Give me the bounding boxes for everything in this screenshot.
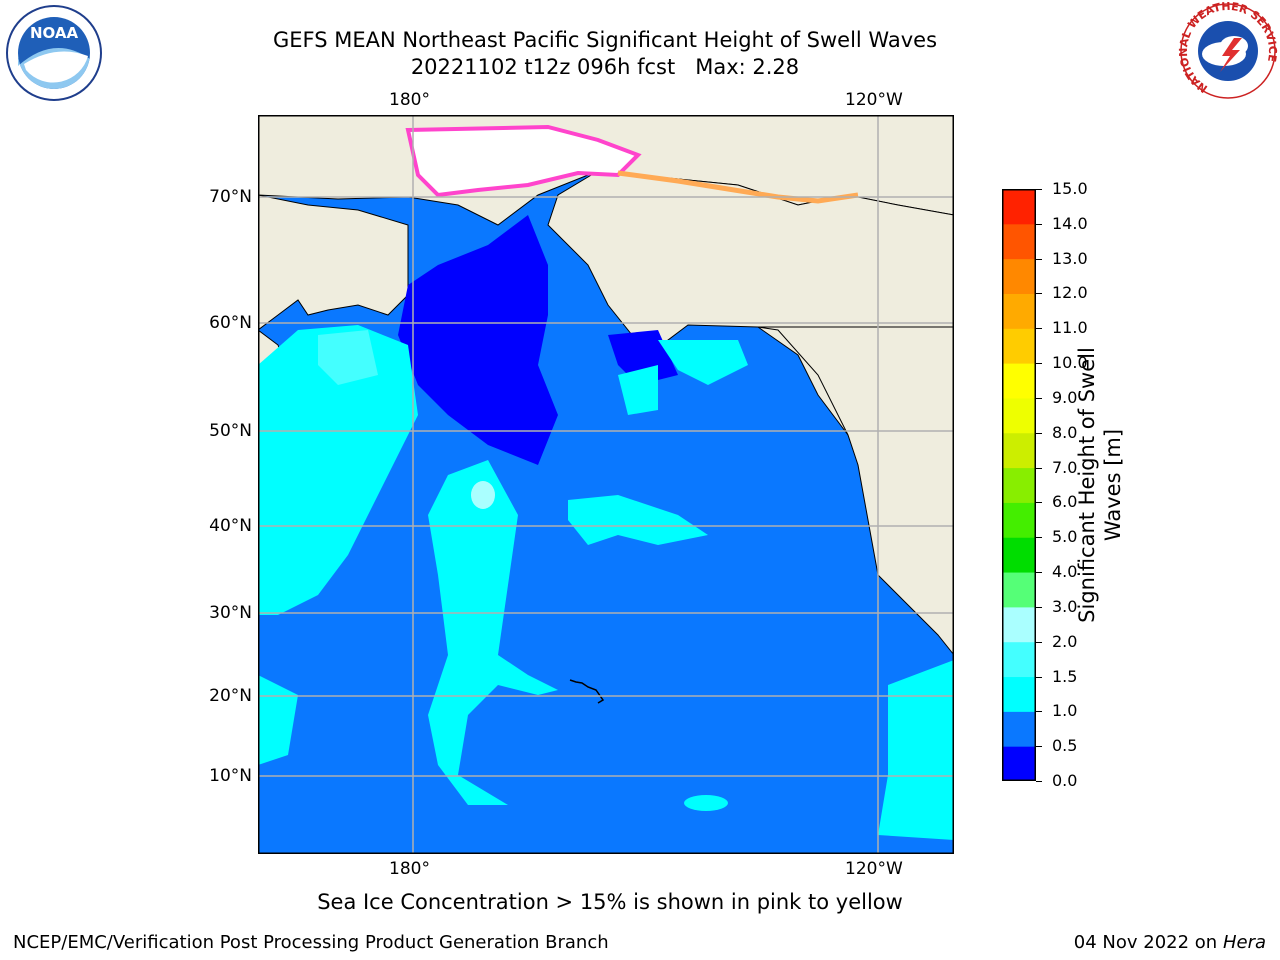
- west-high-swell: [258, 325, 418, 615]
- colorbar-tick-mark: [1036, 258, 1042, 260]
- colorbar-tick-label: 2.0: [1052, 631, 1078, 651]
- sea-ice-region: [405, 124, 642, 198]
- colorbar-tick-mark: [1036, 223, 1042, 225]
- colorbar-tick-mark: [1036, 189, 1042, 190]
- colorbar-tick-mark: [1036, 502, 1042, 504]
- noaa-logo: NOAA: [6, 5, 102, 101]
- colorbar-segment: [1002, 572, 1036, 608]
- colorbar-tick-mark: [1036, 676, 1042, 678]
- map-frame: [258, 115, 954, 854]
- west-higher-swell: [318, 330, 378, 385]
- colorbar-tick-label: 12.0: [1052, 283, 1088, 303]
- colorbar-tick-label: 9.0: [1052, 387, 1078, 407]
- colorbar-tick-mark: [1036, 606, 1042, 608]
- colorbar-segment: [1002, 606, 1036, 643]
- colorbar-tick-label: 7.0: [1052, 457, 1078, 477]
- colorbar-tick-mark: [1036, 467, 1042, 469]
- lon-label-bottom-180: 180°: [389, 859, 430, 879]
- colorbar-tick-label: 0.5: [1052, 736, 1078, 756]
- map-subtitle: 20221102 t12z 096h fcst Max: 2.28: [410, 55, 800, 79]
- colorbar-segment: [1002, 711, 1036, 747]
- small-high-swell: [684, 795, 728, 811]
- colorbar-tick-mark: [1036, 293, 1042, 295]
- footer-machine: Hera: [1222, 932, 1266, 953]
- colorbar: [1002, 189, 1036, 781]
- colorbar-tick-mark: [1036, 641, 1042, 643]
- colorbar-segment: [1002, 397, 1036, 434]
- colorbar-tick-label: 14.0: [1052, 213, 1088, 233]
- colorbar-tick-label: 10.0: [1052, 353, 1088, 373]
- colorbar-tick-mark: [1036, 572, 1042, 574]
- colorbar-tick-label: 13.0: [1052, 248, 1088, 268]
- colorbar-title-line1: Significant Height of Swell: [1075, 347, 1099, 623]
- colorbar-segment: [1002, 432, 1036, 469]
- colorbar-tick-mark: [1036, 711, 1042, 713]
- hawaii-islands: [569, 679, 605, 704]
- colorbar-tick-label: 15.0: [1052, 179, 1088, 198]
- colorbar-tick-label: 3.0: [1052, 596, 1078, 616]
- colorbar-tick-label: 1.5: [1052, 666, 1078, 686]
- colorbar-segment: [1002, 467, 1036, 503]
- colorbar-tick-label: 5.0: [1052, 527, 1078, 547]
- colorbar-tick-mark: [1036, 397, 1042, 399]
- colorbar-segment: [1002, 293, 1036, 329]
- colorbar-tick-mark: [1036, 781, 1042, 782]
- lat-label-50n: 50°N: [209, 421, 252, 441]
- map-gridlines: [258, 115, 954, 854]
- colorbar-tick-label: 6.0: [1052, 492, 1078, 512]
- sea-ice-note: Sea Ice Concentration > 15% is shown in …: [317, 890, 903, 914]
- lat-label-20n: 20°N: [209, 686, 252, 706]
- footer-date: 04 Nov 2022 on Hera: [1074, 932, 1266, 953]
- lon-label-bottom-120w: 120°W: [845, 859, 903, 879]
- central-high-swell: [428, 460, 558, 805]
- lon-label-top-180: 180°: [389, 90, 430, 110]
- colorbar-segment: [1002, 676, 1036, 712]
- bering-low-swell: [398, 215, 558, 465]
- gulf-high-swell-2: [618, 365, 658, 415]
- colorbar-tick-mark: [1036, 746, 1042, 748]
- colorbar-tick-mark: [1036, 432, 1042, 434]
- colorbar-tick-mark: [1036, 363, 1042, 365]
- sea-ice-edge: [617, 170, 859, 204]
- noaa-logo-text: NOAA: [30, 24, 79, 42]
- colorbar-tick-label: 8.0: [1052, 422, 1078, 442]
- swell-height-map: [258, 115, 954, 854]
- colorbar-tick-label: 0.0: [1052, 771, 1078, 790]
- siberia-land: [258, 194, 409, 331]
- colorbar-segment: [1002, 258, 1036, 294]
- nws-logo: NATIONAL WEATHER SERVICE: [1178, 2, 1278, 99]
- colorbar-segment: [1002, 746, 1036, 781]
- lat-label-40n: 40°N: [209, 516, 252, 536]
- colorbar-title-line2: Waves [m]: [1101, 428, 1125, 542]
- colorbar-segment: [1002, 189, 1036, 225]
- colorbar-segment: [1002, 537, 1036, 573]
- map-title: GEFS MEAN Northeast Pacific Significant …: [272, 28, 938, 52]
- colorbar-tick-mark: [1036, 328, 1042, 330]
- colorbar-segment: [1002, 328, 1036, 364]
- southeast-high-swell: [878, 660, 954, 840]
- footer-branch: NCEP/EMC/Verification Post Processing Pr…: [13, 932, 609, 953]
- colorbar-segment: [1002, 223, 1036, 260]
- colorbar-tick-label: 4.0: [1052, 562, 1078, 582]
- colorbar-tick-label: 1.0: [1052, 701, 1078, 721]
- colorbar-tick-label: 11.0: [1052, 318, 1088, 338]
- east-central-swell: [568, 495, 708, 545]
- colorbar-segment: [1002, 641, 1036, 678]
- lat-label-30n: 30°N: [209, 603, 252, 623]
- central-peak-swell: [471, 481, 495, 509]
- lat-label-60n: 60°N: [209, 313, 252, 333]
- colorbar-segment: [1002, 502, 1036, 538]
- footer-date-text: 04 Nov 2022 on: [1073, 932, 1218, 953]
- lat-label-70n: 70°N: [209, 187, 252, 207]
- lat-label-10n: 10°N: [209, 766, 252, 786]
- colorbar-tick-mark: [1036, 537, 1042, 539]
- gulf-high-swell: [658, 340, 748, 385]
- colorbar-segment: [1002, 363, 1036, 399]
- lon-label-top-120w: 120°W: [845, 90, 903, 110]
- southwest-high-swell: [258, 675, 298, 765]
- colorbar-frame: [1002, 189, 1036, 781]
